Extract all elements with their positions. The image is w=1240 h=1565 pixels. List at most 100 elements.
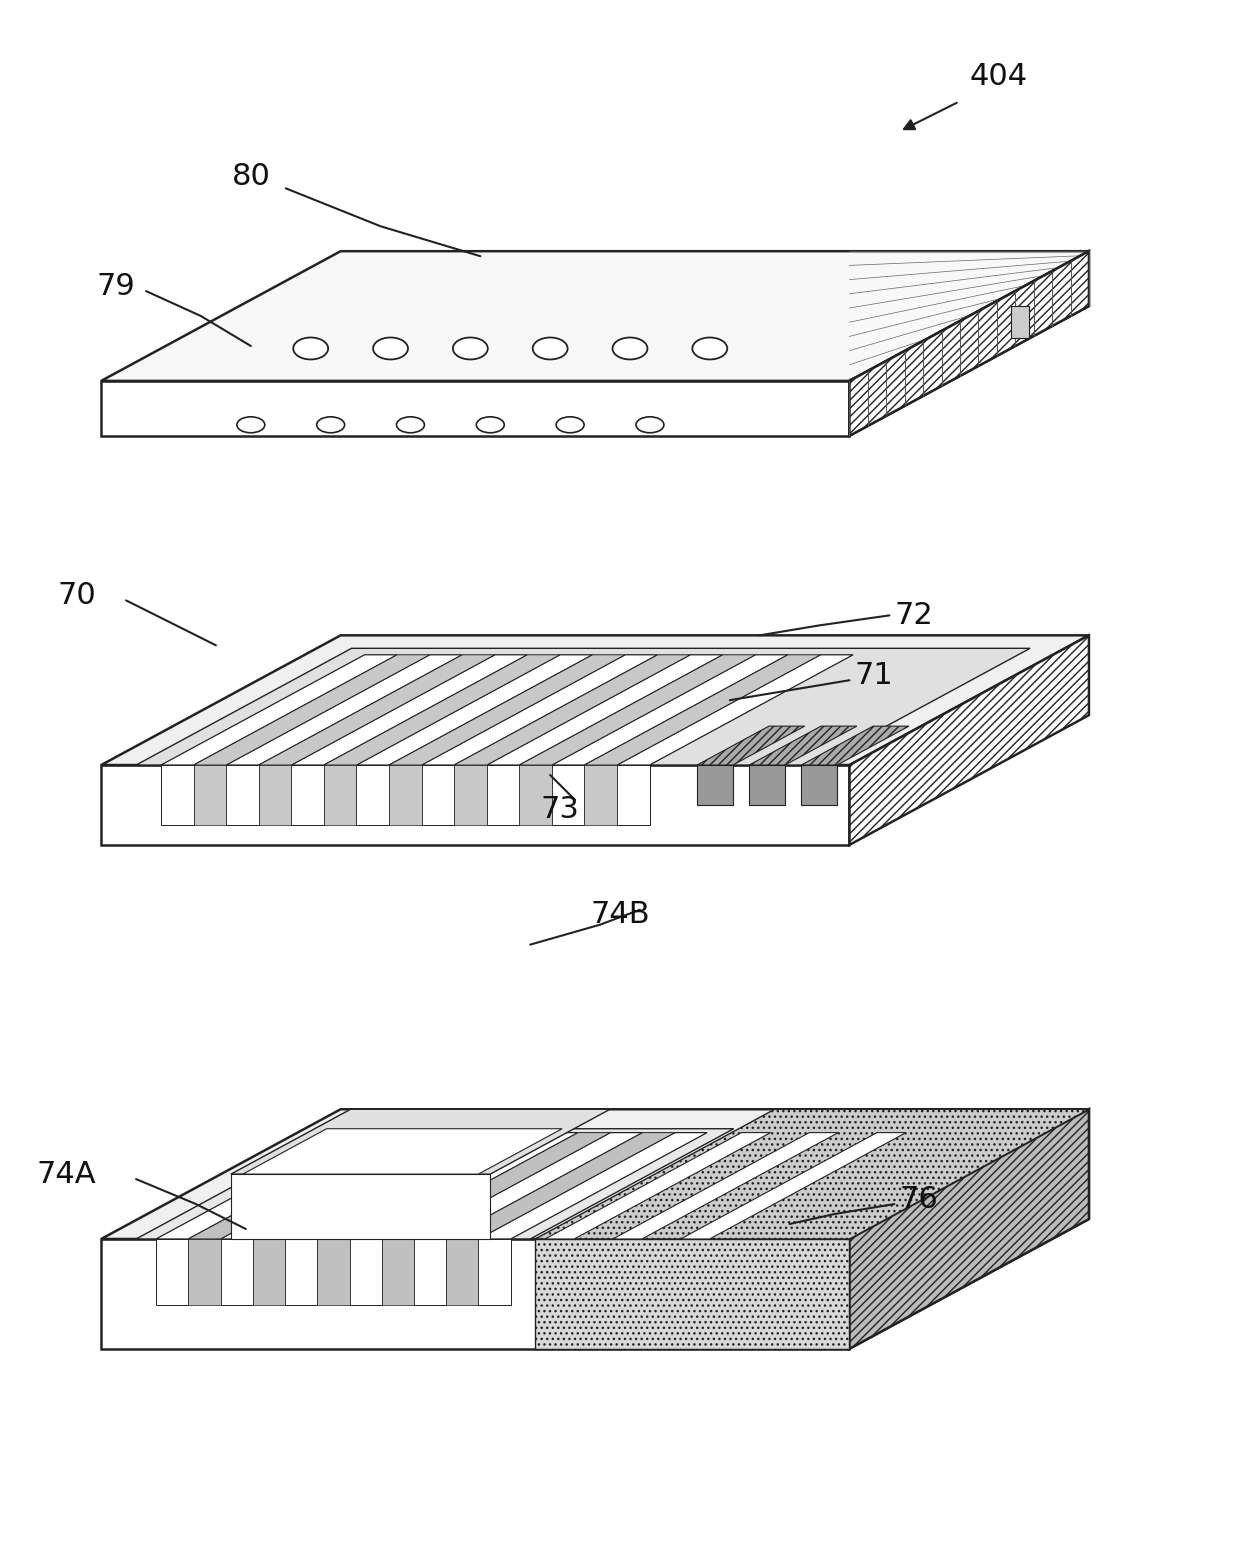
- Polygon shape: [414, 1239, 446, 1305]
- Ellipse shape: [636, 416, 663, 434]
- Polygon shape: [697, 726, 805, 765]
- Polygon shape: [618, 654, 853, 765]
- Polygon shape: [546, 1133, 770, 1239]
- Polygon shape: [618, 765, 650, 825]
- Polygon shape: [479, 1133, 707, 1239]
- Polygon shape: [193, 654, 430, 765]
- Polygon shape: [356, 765, 389, 825]
- Polygon shape: [102, 1110, 1089, 1239]
- Polygon shape: [454, 654, 691, 765]
- Polygon shape: [849, 635, 1089, 845]
- Text: 71: 71: [854, 660, 893, 690]
- Text: 76: 76: [899, 1185, 939, 1213]
- Polygon shape: [253, 1239, 285, 1305]
- Polygon shape: [389, 765, 422, 825]
- Polygon shape: [188, 1239, 221, 1305]
- Ellipse shape: [476, 416, 505, 434]
- Polygon shape: [253, 1133, 481, 1239]
- Text: 73: 73: [541, 795, 579, 825]
- Polygon shape: [350, 1133, 578, 1239]
- Polygon shape: [156, 1133, 384, 1239]
- Ellipse shape: [397, 416, 424, 434]
- Ellipse shape: [613, 338, 647, 360]
- Polygon shape: [422, 765, 454, 825]
- Polygon shape: [291, 654, 527, 765]
- Polygon shape: [102, 1239, 849, 1349]
- Text: 72: 72: [894, 601, 934, 629]
- Text: 80: 80: [232, 161, 270, 191]
- Polygon shape: [849, 252, 1089, 435]
- Polygon shape: [486, 654, 723, 765]
- Text: 79: 79: [97, 272, 135, 300]
- Polygon shape: [382, 1239, 414, 1305]
- Polygon shape: [259, 654, 495, 765]
- Ellipse shape: [237, 416, 265, 434]
- Text: 70: 70: [57, 581, 97, 610]
- Polygon shape: [161, 654, 397, 765]
- Ellipse shape: [293, 338, 329, 360]
- Polygon shape: [231, 1174, 490, 1239]
- Polygon shape: [243, 1128, 562, 1174]
- Polygon shape: [226, 654, 463, 765]
- Polygon shape: [849, 252, 1089, 435]
- Text: 74B: 74B: [590, 900, 650, 930]
- Polygon shape: [291, 765, 324, 825]
- Polygon shape: [584, 765, 618, 825]
- Polygon shape: [584, 654, 821, 765]
- Polygon shape: [231, 1110, 610, 1174]
- Polygon shape: [422, 654, 657, 765]
- Polygon shape: [317, 1133, 546, 1239]
- Ellipse shape: [557, 416, 584, 434]
- Polygon shape: [749, 726, 857, 765]
- Polygon shape: [259, 765, 291, 825]
- Polygon shape: [446, 1133, 675, 1239]
- Polygon shape: [454, 765, 486, 825]
- Polygon shape: [389, 654, 625, 765]
- Polygon shape: [446, 1239, 479, 1305]
- Polygon shape: [102, 635, 1089, 765]
- Polygon shape: [102, 380, 849, 435]
- Polygon shape: [188, 1133, 417, 1239]
- Ellipse shape: [373, 338, 408, 360]
- Polygon shape: [1011, 305, 1029, 338]
- Polygon shape: [552, 654, 787, 765]
- Polygon shape: [749, 765, 785, 804]
- Polygon shape: [552, 765, 584, 825]
- Polygon shape: [324, 654, 560, 765]
- Polygon shape: [317, 1239, 350, 1305]
- Polygon shape: [156, 1239, 188, 1305]
- Ellipse shape: [316, 416, 345, 434]
- Ellipse shape: [692, 338, 727, 360]
- Polygon shape: [136, 1128, 734, 1239]
- Polygon shape: [136, 648, 1030, 765]
- Polygon shape: [356, 654, 593, 765]
- Text: 404: 404: [970, 63, 1028, 91]
- Polygon shape: [613, 1133, 838, 1239]
- Polygon shape: [414, 1133, 642, 1239]
- Text: 74A: 74A: [36, 1160, 97, 1189]
- Polygon shape: [102, 765, 849, 845]
- Polygon shape: [849, 1110, 1089, 1349]
- Polygon shape: [161, 765, 193, 825]
- Polygon shape: [536, 1110, 1089, 1239]
- Polygon shape: [350, 1239, 382, 1305]
- Polygon shape: [479, 1239, 511, 1305]
- Polygon shape: [801, 765, 837, 804]
- Polygon shape: [324, 765, 356, 825]
- Ellipse shape: [533, 338, 568, 360]
- Polygon shape: [285, 1239, 317, 1305]
- Ellipse shape: [453, 338, 487, 360]
- Polygon shape: [681, 1133, 906, 1239]
- Polygon shape: [221, 1133, 449, 1239]
- Polygon shape: [697, 765, 733, 804]
- Polygon shape: [536, 1239, 849, 1349]
- Polygon shape: [193, 765, 226, 825]
- Polygon shape: [520, 654, 755, 765]
- Polygon shape: [285, 1133, 513, 1239]
- Polygon shape: [382, 1133, 610, 1239]
- Polygon shape: [520, 765, 552, 825]
- Polygon shape: [849, 1110, 1089, 1349]
- Polygon shape: [102, 252, 1089, 380]
- Polygon shape: [221, 1239, 253, 1305]
- Polygon shape: [486, 765, 520, 825]
